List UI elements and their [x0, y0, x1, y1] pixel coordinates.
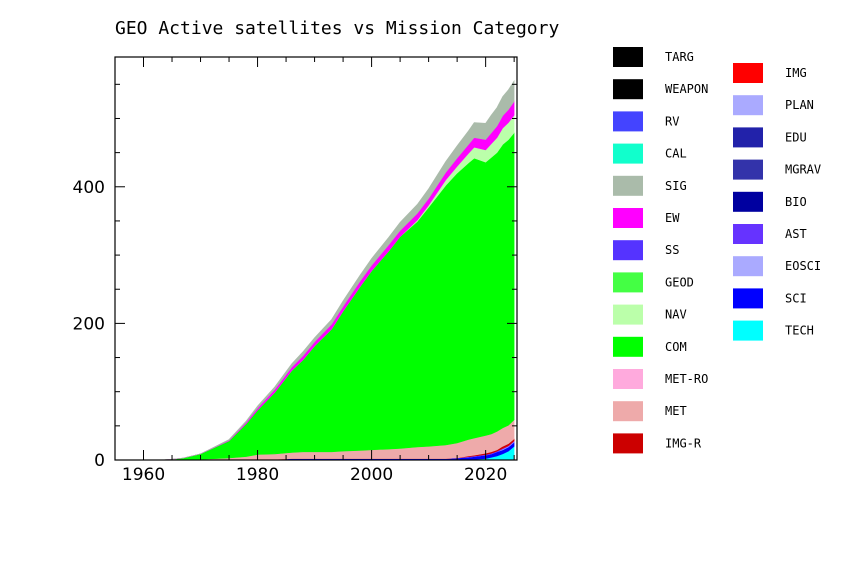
- chart-area-stack: [160, 79, 515, 461]
- legend-label: EDU: [785, 130, 807, 144]
- legend-item-targ: TARG: [613, 47, 694, 67]
- legend-label: TARG: [665, 50, 694, 64]
- legend-item-tech: TECH: [733, 320, 814, 341]
- legend-item-sig: SIG: [613, 175, 687, 196]
- legend-label: WEAPON: [665, 82, 708, 96]
- legend-label: EW: [665, 211, 680, 225]
- legend-swatch: [613, 401, 643, 422]
- legend-label: IMG: [785, 66, 807, 80]
- legend-swatch: [733, 288, 763, 309]
- axis-ticks: [115, 57, 517, 461]
- legend-item-rv: RV: [613, 111, 679, 132]
- legend-label: NAV: [665, 308, 687, 322]
- y-axis-tick-labels: 0 200 400: [73, 178, 105, 471]
- legend-swatch: [733, 256, 763, 277]
- legend-label: COM: [665, 340, 687, 354]
- legend-item-met: MET: [613, 401, 687, 422]
- legend-label: MGRAV: [785, 163, 821, 177]
- legend-item-eosci: EOSCI: [733, 256, 821, 277]
- legend-swatch: [613, 111, 643, 132]
- y-tick-label: 400: [73, 178, 105, 198]
- legend-item-geod: GEOD: [613, 272, 694, 293]
- legend-item-mgrav: MGRAV: [733, 159, 821, 180]
- legend-swatch: [733, 320, 763, 341]
- y-tick-label: 200: [73, 314, 105, 334]
- plot-frame: [114, 56, 518, 461]
- legend-item-ss: SS: [613, 240, 679, 261]
- legend-swatch: [613, 208, 643, 228]
- y-tick-label: 0: [94, 451, 105, 471]
- legend-item-bio: BIO: [733, 191, 807, 212]
- legend-item-weapon: WEAPON: [613, 79, 708, 100]
- legend-label: PLAN: [785, 98, 814, 112]
- legend-swatch: [613, 240, 643, 261]
- legend-label: EOSCI: [785, 259, 821, 273]
- chart-title: GEO Active satellites vs Mission Categor…: [115, 18, 559, 39]
- legend-item-ew: EW: [613, 208, 680, 228]
- legend-item-img: IMG: [733, 63, 807, 83]
- x-tick-label: 2000: [350, 465, 393, 485]
- legend-swatch: [733, 127, 763, 148]
- legend-label: GEOD: [665, 275, 694, 289]
- legend-swatch: [613, 272, 643, 293]
- legend-swatch: [613, 369, 643, 389]
- series-area-com: [160, 131, 515, 461]
- legend-swatch: [733, 224, 763, 244]
- legend-label: AST: [785, 227, 807, 241]
- legend-item-nav: NAV: [613, 304, 687, 325]
- legend-swatch: [613, 304, 643, 325]
- legend-label: RV: [665, 114, 679, 128]
- series-area-sig: [160, 79, 515, 461]
- legend-swatch: [733, 191, 763, 212]
- legend-swatch: [733, 159, 763, 180]
- legend-label: SIG: [665, 179, 687, 193]
- legend-swatch: [613, 143, 643, 164]
- legend-label: SS: [665, 243, 679, 257]
- legend-swatch: [613, 336, 643, 357]
- legend-swatch: [733, 63, 763, 83]
- legend-item-img-r: IMG-R: [613, 433, 702, 454]
- legend-label: TECH: [785, 324, 814, 338]
- legend-item-com: COM: [613, 336, 687, 357]
- legend-label: IMG-R: [665, 436, 702, 450]
- legend-label: MET: [665, 404, 687, 418]
- legend-item-cal: CAL: [613, 143, 687, 164]
- x-tick-label: 1980: [236, 465, 279, 485]
- legend-swatch: [733, 95, 763, 116]
- legend-label: MET-RO: [665, 372, 708, 386]
- x-axis-tick-labels: 1960 1980 2000 2020: [122, 465, 507, 485]
- legend: TARG WEAPON RV CAL SIG EW SS GEOD NAV COM MET-RO ME…: [613, 47, 821, 454]
- legend-item-ast: AST: [733, 224, 807, 244]
- legend-label: SCI: [785, 291, 807, 305]
- legend-item-met-ro: MET-RO: [613, 369, 708, 389]
- legend-swatch: [613, 79, 643, 100]
- legend-label: BIO: [785, 195, 807, 209]
- legend-label: CAL: [665, 147, 687, 161]
- x-tick-label: 2020: [464, 465, 507, 485]
- legend-swatch: [613, 47, 643, 67]
- legend-swatch: [613, 175, 643, 196]
- legend-item-edu: EDU: [733, 127, 807, 148]
- x-tick-label: 1960: [122, 465, 165, 485]
- legend-item-plan: PLAN: [733, 95, 814, 116]
- legend-item-sci: SCI: [733, 288, 807, 309]
- legend-swatch: [613, 433, 643, 454]
